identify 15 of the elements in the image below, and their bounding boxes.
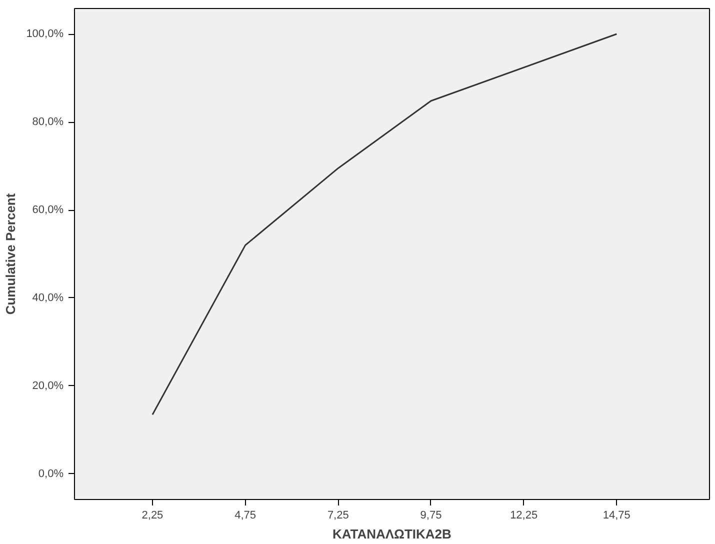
x-axis-title: ΚΑΤΑΝΑΛΩΤΙΚΑ2Β — [332, 526, 452, 542]
y-tick-label: 100,0% — [26, 28, 64, 40]
x-tick-label: 9,75 — [420, 510, 442, 522]
x-tick-label: 12,25 — [510, 510, 538, 522]
y-tick-label: 20,0% — [32, 380, 64, 392]
y-axis-title: Cumulative Percent — [3, 192, 18, 315]
x-tick-label: 2,25 — [142, 510, 164, 522]
y-tick-label: 40,0% — [32, 292, 64, 304]
y-tick-label: 80,0% — [32, 116, 64, 128]
y-tick-label: 60,0% — [32, 204, 64, 216]
line-series — [152, 33, 618, 416]
x-tick-label: 7,25 — [327, 510, 349, 522]
y-tick-label: 0,0% — [38, 468, 64, 480]
x-tick-label: 4,75 — [234, 510, 256, 522]
x-tick-label: 14,75 — [602, 510, 630, 522]
